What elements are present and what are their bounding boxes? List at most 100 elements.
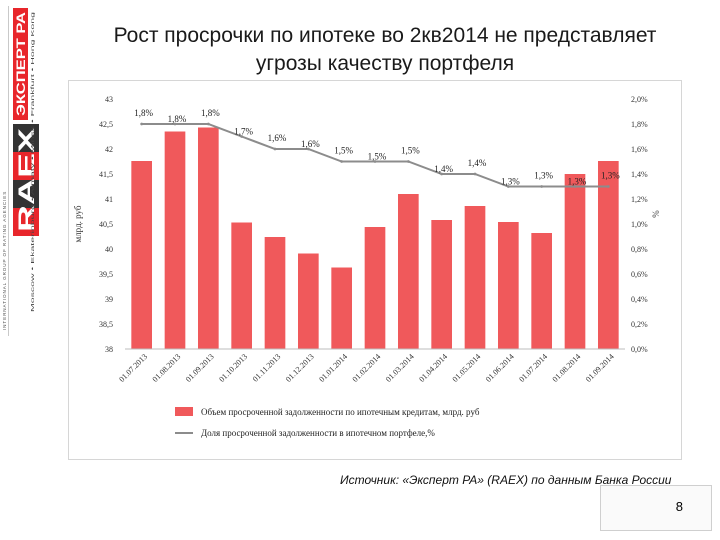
share-label-01.12.2013: 1,6% <box>301 139 320 149</box>
share-point-01.02.2014 <box>373 160 377 163</box>
x-tick-label: 01.09.2013 <box>184 352 216 384</box>
share-point-01.03.2014 <box>406 160 410 163</box>
legend-bar-label: Объем просроченной задолженности по ипот… <box>201 407 480 417</box>
source-note: Источник: «Эксперт РА» (RAEX) по данным … <box>340 473 672 487</box>
right-tick-label: 0,0% <box>631 345 648 354</box>
right-tick-label: 2,0% <box>631 95 648 104</box>
logo-brand-ru: ЭКСПЕРТ РА <box>14 12 28 116</box>
x-tick-label: 01.08.2013 <box>151 352 183 384</box>
bar-01.11.2013 <box>264 237 286 349</box>
share-label-01.01.2014: 1,5% <box>334 146 353 156</box>
logo-brand-text: RAEX <box>14 127 39 232</box>
right-tick-label: 0,2% <box>631 320 648 329</box>
share-label-01.09.2014: 1,3% <box>601 171 620 181</box>
bar-01.08.2013 <box>164 131 186 349</box>
share-point-01.11.2013 <box>273 147 277 151</box>
logo-raex-mark: RAEX <box>13 124 39 236</box>
x-tick-label: 01.07.2013 <box>117 352 149 384</box>
bar-01.08.2014 <box>564 174 586 349</box>
left-tick-label: 40 <box>105 245 113 254</box>
share-point-01.09.2014 <box>606 185 610 188</box>
x-tick-label: 01.08.2014 <box>551 352 583 384</box>
share-label-01.11.2013: 1,6% <box>268 133 287 143</box>
logo-group-text: INTERNATIONAL GROUP OF RATING AGENCIES <box>2 191 7 330</box>
bar-01.06.2014 <box>498 222 519 349</box>
right-tick-label: 0,4% <box>631 295 648 304</box>
share-point-01.04.2014 <box>440 172 444 176</box>
x-tick-label: 01.06.2014 <box>484 352 516 384</box>
share-point-01.10.2013 <box>240 135 244 138</box>
share-point-01.08.2013 <box>173 122 177 126</box>
bar-01.10.2013 <box>231 222 252 349</box>
share-label-01.04.2014: 1,4% <box>434 164 453 174</box>
left-tick-label: 38 <box>105 345 113 354</box>
legend-bar-swatch <box>175 407 193 416</box>
title-line-1: Рост просрочки по ипотеке во 2кв2014 не … <box>113 24 657 47</box>
bar-01.02.2014 <box>364 227 386 349</box>
right-tick-label: 0,8% <box>631 245 648 254</box>
legend-line-label: Доля просроченной задолженности в ипотеч… <box>201 428 435 438</box>
bar-01.09.2013 <box>198 127 219 349</box>
logo-expert-ra: ЭКСПЕРТ РА <box>13 8 28 120</box>
share-point-01.05.2014 <box>473 172 477 176</box>
x-tick-label: 01.10.2013 <box>217 352 249 384</box>
share-label-01.05.2014: 1,4% <box>468 158 487 168</box>
left-axis-label: млрд. руб <box>73 205 83 242</box>
left-tick-label: 42,5 <box>99 120 113 129</box>
share-point-01.08.2014 <box>573 185 577 188</box>
x-tick-label: 01.11.2013 <box>251 352 283 384</box>
right-tick-label: 1,8% <box>631 120 648 129</box>
share-label-01.09.2013: 1,8% <box>201 108 220 118</box>
share-label-01.03.2014: 1,5% <box>401 146 420 156</box>
share-point-01.07.2014 <box>540 185 544 188</box>
right-axis-label: % <box>651 210 661 218</box>
share-label-01.07.2013: 1,8% <box>134 108 153 118</box>
right-tick-label: 1,6% <box>631 145 648 154</box>
bar-01.05.2014 <box>464 206 486 349</box>
share-label-01.02.2014: 1,5% <box>368 152 387 162</box>
combo-chart: 1,8% 1,8% 1,8% 1,7% 1,6% 1,6% 1,5% 1,5% 1,5% 1,4%… <box>73 95 661 438</box>
page-number-box: 8 <box>600 485 712 531</box>
page-number: 8 <box>675 499 683 514</box>
x-tick-label: 01.05.2014 <box>451 352 483 384</box>
x-tick-label: 01.07.2014 <box>517 352 549 384</box>
left-tick-label: 39,5 <box>99 270 113 279</box>
share-label-01.06.2014: 1,3% <box>501 177 520 187</box>
bar-01.12.2013 <box>298 253 319 349</box>
right-tick-label: 0,6% <box>631 270 648 279</box>
share-point-01.06.2014 <box>506 185 510 188</box>
share-point-01.07.2013 <box>140 122 144 126</box>
share-point-01.01.2014 <box>340 160 344 163</box>
left-tick-label: 40,5 <box>99 220 113 229</box>
right-tick-label: 1,0% <box>631 220 648 229</box>
right-tick-label: 1,2% <box>631 195 648 204</box>
chart-frame: 1,8% 1,8% 1,8% 1,7% 1,6% 1,6% 1,5% 1,5% 1,5% 1,4%… <box>68 80 682 460</box>
left-tick-label: 43 <box>105 95 113 104</box>
share-label-01.08.2013: 1,8% <box>168 114 187 124</box>
left-tick-label: 42 <box>105 145 113 154</box>
share-label-01.10.2013: 1,7% <box>234 127 253 137</box>
x-tick-label: 01.04.2014 <box>417 352 449 384</box>
raex-logo-sidebar: INTERNATIONAL GROUP OF RATING AGENCIES R… <box>2 6 39 336</box>
page-title: Рост просрочки по ипотеке во 2кв2014 не … <box>60 22 710 78</box>
left-tick-label: 41 <box>105 195 113 204</box>
x-tick-label: 01.12.2013 <box>284 352 316 384</box>
bar-01.01.2014 <box>331 267 352 349</box>
left-tick-label: 39 <box>105 295 113 304</box>
share-point-01.09.2013 <box>206 122 210 126</box>
bar-01.09.2014 <box>598 161 619 349</box>
right-tick-label: 1,4% <box>631 170 648 179</box>
logo-cities: Moscow • Ekaterinburg • Almaty • Minsk •… <box>30 11 36 312</box>
bar-01.03.2014 <box>398 194 419 349</box>
left-tick-label: 38,5 <box>99 320 113 329</box>
bar-01.07.2013 <box>131 161 152 349</box>
share-point-01.12.2013 <box>306 147 310 151</box>
share-label-01.08.2014: 1,3% <box>568 177 587 187</box>
x-tick-label: 01.03.2014 <box>384 352 416 384</box>
x-tick-label: 01.09.2014 <box>584 352 616 384</box>
x-tick-label: 01.01.2014 <box>317 352 349 384</box>
share-label-01.07.2014: 1,3% <box>534 171 553 181</box>
title-line-2: угрозы качеству портфеля <box>255 52 515 75</box>
bar-01.07.2014 <box>531 233 552 349</box>
left-tick-label: 41,5 <box>99 170 113 179</box>
